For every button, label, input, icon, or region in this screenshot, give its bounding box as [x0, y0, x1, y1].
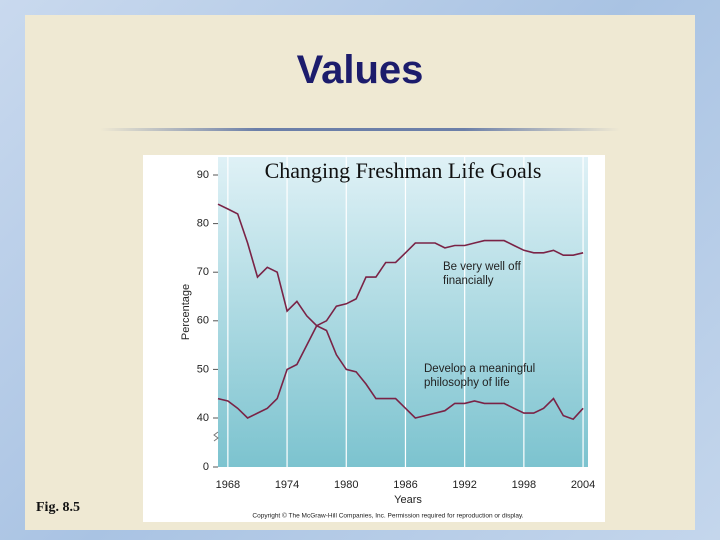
series-label-box: Develop a meaningful philosophy of life: [424, 363, 536, 389]
y-tick-label: 90: [197, 169, 209, 181]
y-tick-label: 0: [203, 461, 209, 473]
x-tick-label: 2004: [571, 479, 595, 491]
series-label: Develop a meaningful philosophy of life: [424, 363, 536, 389]
caption: Copyright © The McGraw-Hill Companies, I…: [252, 512, 523, 520]
y-tick-label: 40: [197, 412, 209, 424]
chart-title: Changing Freshman Life Goals: [265, 158, 542, 183]
x-tick-label: 1998: [512, 479, 536, 491]
plot-area: [218, 157, 588, 467]
series-label: Be very well off financially: [443, 261, 521, 287]
figure-label: Fig. 8.5: [36, 500, 80, 515]
series-line: [217, 239, 584, 419]
x-tick-label: 1968: [216, 479, 240, 491]
slide-title: Values: [296, 48, 424, 92]
series-line: [217, 203, 584, 421]
x-tick-label: 1986: [393, 479, 417, 491]
y-tick-label: 70: [197, 266, 209, 278]
y-axis-label: Percentage: [180, 284, 192, 340]
y-tick-label: 80: [197, 218, 209, 230]
y-tick-label: 60: [197, 315, 209, 327]
x-tick-label: 1992: [452, 479, 476, 491]
axis-break: [213, 431, 219, 442]
x-axis-label: Years: [394, 494, 422, 506]
y-tick-label: 50: [197, 363, 209, 375]
divider: [100, 128, 620, 131]
x-tick-label: 1974: [275, 479, 299, 491]
x-tick-label: 1980: [334, 479, 358, 491]
series-label-box: Be very well off financially: [443, 261, 521, 287]
